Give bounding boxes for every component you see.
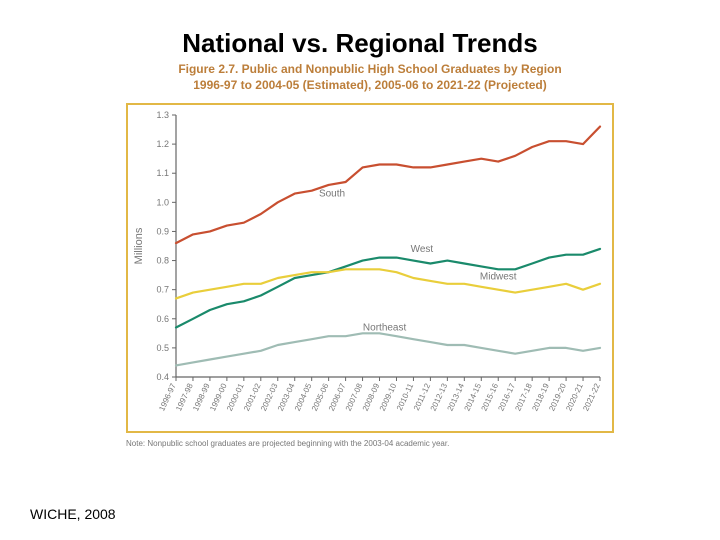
line-chart: 0.40.50.60.70.80.91.01.11.21.31996-97199… xyxy=(128,105,612,431)
source-citation: WICHE, 2008 xyxy=(30,506,116,522)
svg-text:0.4: 0.4 xyxy=(156,372,169,382)
svg-text:0.6: 0.6 xyxy=(156,314,169,324)
figure-title-line1: Figure 2.7. Public and Nonpublic High Sc… xyxy=(126,62,614,78)
chart-frame: 0.40.50.60.70.80.91.01.11.21.31996-97199… xyxy=(126,103,614,433)
svg-text:1.0: 1.0 xyxy=(156,198,169,208)
svg-text:1.3: 1.3 xyxy=(156,110,169,120)
svg-text:Midwest: Midwest xyxy=(480,272,517,283)
slide-title: National vs. Regional Trends xyxy=(0,28,720,59)
svg-text:South: South xyxy=(319,189,345,200)
svg-text:0.9: 0.9 xyxy=(156,227,169,237)
slide: National vs. Regional Trends Figure 2.7.… xyxy=(0,0,720,540)
svg-text:Millions: Millions xyxy=(133,227,145,264)
svg-text:1.2: 1.2 xyxy=(156,139,169,149)
figure-note: Note: Nonpublic school graduates are pro… xyxy=(126,439,614,448)
svg-text:Northeast: Northeast xyxy=(363,323,407,334)
svg-text:1.1: 1.1 xyxy=(156,168,169,178)
figure-title: Figure 2.7. Public and Nonpublic High Sc… xyxy=(126,62,614,93)
svg-text:West: West xyxy=(411,244,434,255)
figure-title-line2: 1996-97 to 2004-05 (Estimated), 2005-06 … xyxy=(126,78,614,94)
svg-text:0.8: 0.8 xyxy=(156,256,169,266)
svg-text:0.5: 0.5 xyxy=(156,343,169,353)
svg-text:0.7: 0.7 xyxy=(156,285,169,295)
figure-container: Figure 2.7. Public and Nonpublic High Sc… xyxy=(126,62,614,462)
